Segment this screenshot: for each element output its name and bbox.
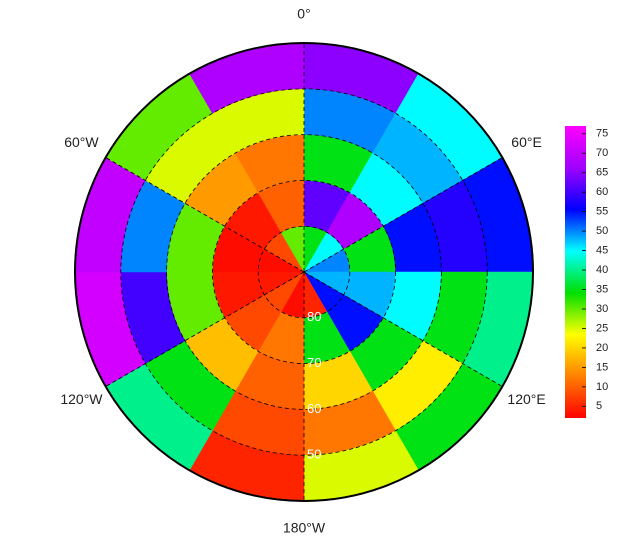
lat-circle bbox=[166, 134, 442, 410]
lon-label: 60°E bbox=[511, 134, 542, 150]
colorbar-tick-label: 65 bbox=[596, 167, 608, 179]
colorbar-tick-label: 35 bbox=[596, 283, 608, 295]
colorbar bbox=[565, 126, 586, 418]
lat-label: 50 bbox=[307, 447, 321, 462]
meridian bbox=[303, 157, 503, 273]
map-border bbox=[74, 42, 534, 502]
meridian bbox=[303, 271, 503, 387]
colorbar-tick-label: 60 bbox=[596, 186, 608, 198]
lat-label: 80 bbox=[307, 309, 321, 324]
lon-label: 0° bbox=[297, 6, 310, 22]
colorbar-tick-label: 20 bbox=[596, 342, 608, 354]
lon-label: 120°W bbox=[60, 391, 103, 407]
lon-label: 180°W bbox=[283, 520, 326, 536]
colorbar-tick-label: 75 bbox=[596, 128, 608, 140]
colorbar-tick-label: 25 bbox=[596, 322, 608, 334]
colorbar-tick-label: 55 bbox=[596, 206, 608, 218]
lon-label: 60°W bbox=[64, 134, 99, 150]
colorbar-tick-label: 50 bbox=[596, 225, 608, 237]
colorbar-tick-label: 30 bbox=[596, 303, 608, 315]
colorbar-tick-label: 15 bbox=[596, 361, 608, 373]
colorbar-tick-label: 70 bbox=[596, 147, 608, 159]
colorbar-tick-label: 40 bbox=[596, 264, 608, 276]
colorbar-tick-label: 5 bbox=[596, 400, 602, 412]
lat-label: 70 bbox=[307, 355, 321, 370]
colorbar-tick-label: 10 bbox=[596, 381, 608, 393]
colorbar-tick-label: 45 bbox=[596, 244, 608, 256]
meridian bbox=[105, 157, 305, 273]
lon-label: 120°E bbox=[507, 391, 545, 407]
meridian bbox=[105, 271, 305, 387]
lat-label: 60 bbox=[307, 401, 321, 416]
